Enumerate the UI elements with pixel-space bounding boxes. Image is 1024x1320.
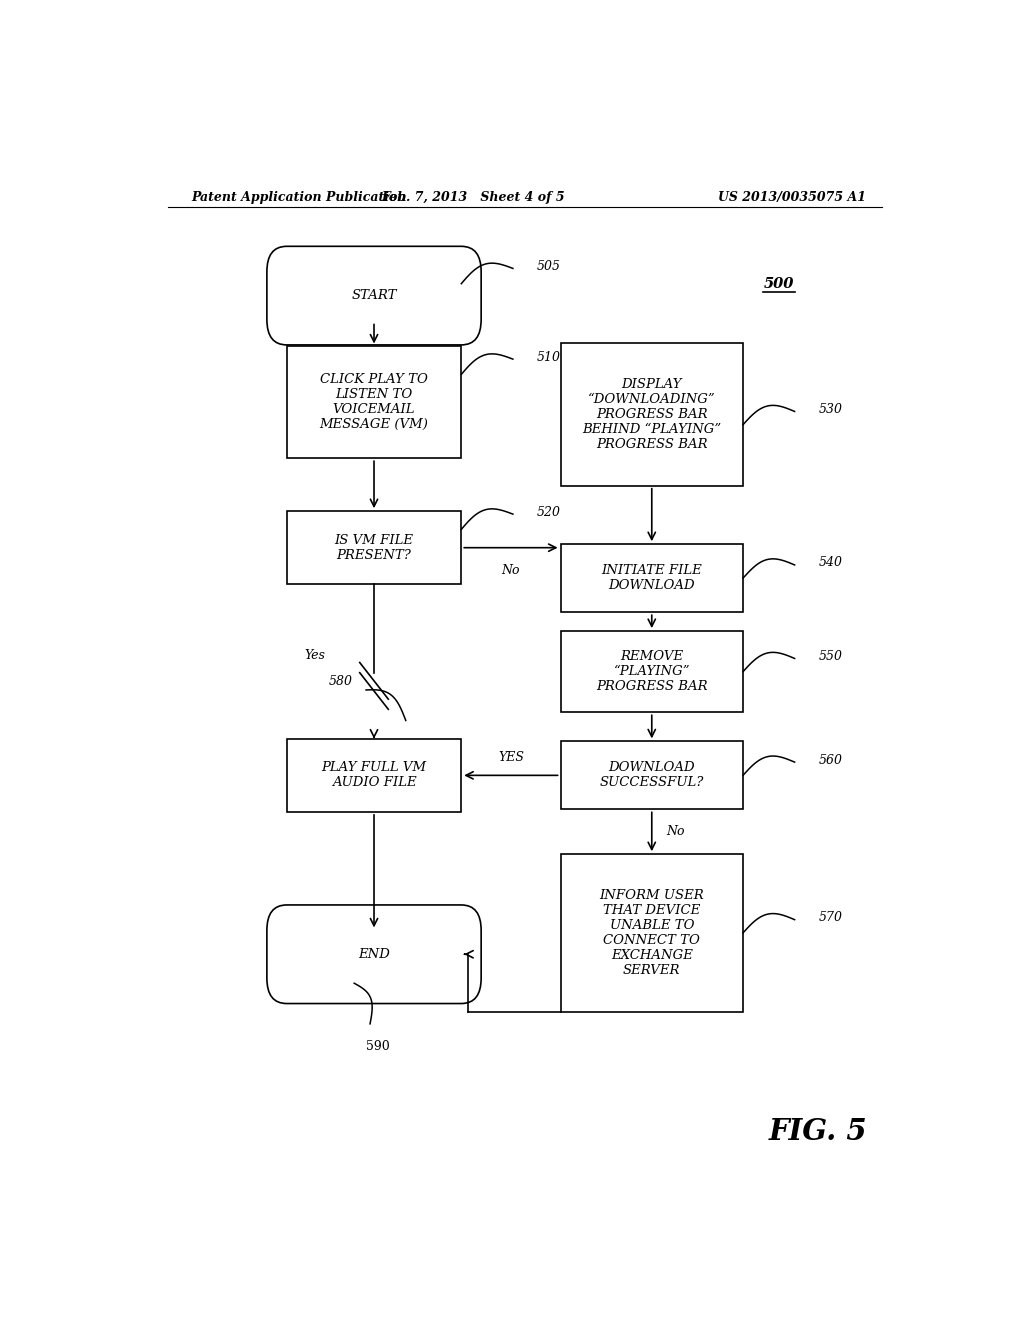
Text: 580: 580: [329, 676, 352, 688]
Text: FIG. 5: FIG. 5: [769, 1117, 867, 1146]
Text: 540: 540: [818, 557, 843, 569]
Text: 560: 560: [818, 754, 843, 767]
Text: Yes: Yes: [304, 649, 325, 661]
Text: Patent Application Publication: Patent Application Publication: [191, 190, 407, 203]
FancyBboxPatch shape: [287, 346, 462, 458]
FancyBboxPatch shape: [560, 854, 743, 1011]
Text: INFORM USER
THAT DEVICE
UNABLE TO
CONNECT TO
EXCHANGE
SERVER: INFORM USER THAT DEVICE UNABLE TO CONNEC…: [599, 888, 705, 977]
Text: INITIATE FILE
DOWNLOAD: INITIATE FILE DOWNLOAD: [601, 564, 702, 593]
Text: Feb. 7, 2013   Sheet 4 of 5: Feb. 7, 2013 Sheet 4 of 5: [381, 190, 565, 203]
Text: END: END: [358, 948, 390, 961]
Text: 530: 530: [818, 403, 843, 416]
Text: START: START: [351, 289, 396, 302]
Text: 505: 505: [537, 260, 561, 273]
Text: PLAY FULL VM
AUDIO FILE: PLAY FULL VM AUDIO FILE: [322, 762, 427, 789]
FancyBboxPatch shape: [560, 544, 743, 612]
Text: No: No: [667, 825, 685, 838]
FancyBboxPatch shape: [287, 739, 462, 812]
FancyBboxPatch shape: [560, 343, 743, 486]
Text: 500: 500: [764, 277, 794, 292]
Text: 550: 550: [818, 649, 843, 663]
Text: DOWNLOAD
SUCCESSFUL?: DOWNLOAD SUCCESSFUL?: [600, 762, 703, 789]
FancyBboxPatch shape: [267, 247, 481, 345]
Text: 510: 510: [537, 351, 561, 363]
Text: DISPLAY
“DOWNLOADING”
PROGRESS BAR
BEHIND “PLAYING”
PROGRESS BAR: DISPLAY “DOWNLOADING” PROGRESS BAR BEHIN…: [583, 378, 721, 451]
FancyBboxPatch shape: [560, 742, 743, 809]
Text: REMOVE
“PLAYING”
PROGRESS BAR: REMOVE “PLAYING” PROGRESS BAR: [596, 651, 708, 693]
Text: 590: 590: [367, 1040, 390, 1053]
FancyBboxPatch shape: [287, 511, 462, 585]
Text: 570: 570: [818, 911, 843, 924]
FancyBboxPatch shape: [560, 631, 743, 713]
Text: US 2013/0035075 A1: US 2013/0035075 A1: [718, 190, 866, 203]
Text: CLICK PLAY TO
LISTEN TO
VOICEMAIL
MESSAGE (VM): CLICK PLAY TO LISTEN TO VOICEMAIL MESSAG…: [319, 374, 428, 432]
Text: 520: 520: [537, 506, 561, 519]
FancyBboxPatch shape: [267, 906, 481, 1003]
Text: IS VM FILE
PRESENT?: IS VM FILE PRESENT?: [335, 533, 414, 562]
Text: No: No: [502, 564, 520, 577]
Text: YES: YES: [498, 751, 524, 763]
